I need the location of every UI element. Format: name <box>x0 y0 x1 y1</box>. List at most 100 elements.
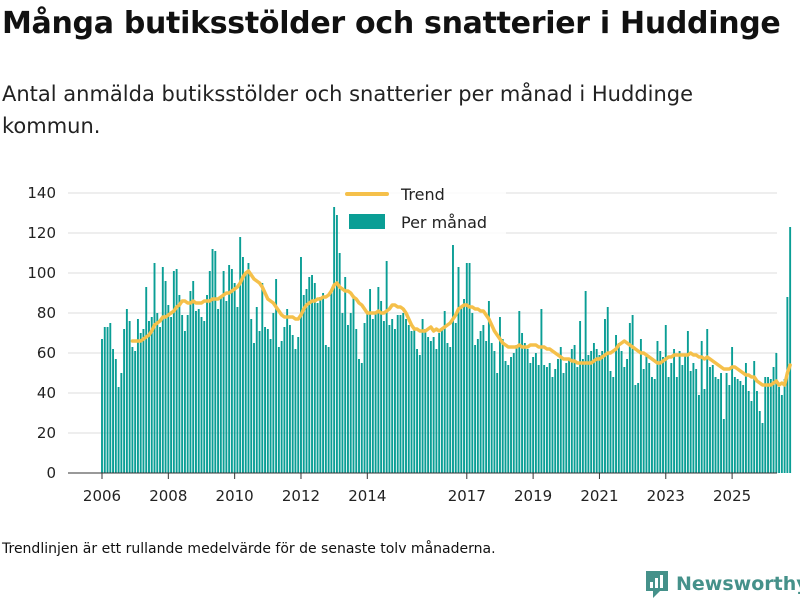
bar <box>327 347 330 473</box>
bar <box>200 317 203 473</box>
bar <box>360 363 363 473</box>
bar <box>684 355 687 473</box>
bar <box>474 345 477 473</box>
bar <box>393 329 396 473</box>
bar <box>363 323 366 473</box>
bar <box>695 369 698 473</box>
bar <box>148 321 150 473</box>
x-tick-label: 2010 <box>216 487 254 505</box>
bar <box>302 295 305 473</box>
bar <box>548 363 551 473</box>
bar <box>275 279 278 473</box>
bar <box>479 331 482 473</box>
bar <box>756 391 758 473</box>
bar <box>305 289 308 473</box>
bar <box>697 395 700 473</box>
bar <box>537 365 540 473</box>
bar <box>493 351 496 473</box>
bar <box>631 315 634 473</box>
bar <box>540 309 543 473</box>
bar <box>153 263 156 473</box>
y-tick-label: 60 <box>37 344 56 362</box>
bar <box>667 377 670 473</box>
bar <box>518 311 521 473</box>
x-tick-label: 2019 <box>514 487 552 505</box>
bar <box>717 379 720 473</box>
bar <box>711 365 714 473</box>
x-tick-label: 2023 <box>647 487 685 505</box>
bar <box>440 329 443 473</box>
bar <box>203 321 206 473</box>
bar <box>244 273 247 473</box>
bar <box>742 385 745 473</box>
y-tick-label: 140 <box>27 184 56 202</box>
bar <box>780 395 783 473</box>
bar <box>344 277 347 473</box>
bar <box>380 301 383 473</box>
bar <box>720 373 722 473</box>
brand-logo: Newsworthy <box>644 569 800 599</box>
bar <box>382 321 385 473</box>
bar <box>432 337 435 473</box>
bar <box>347 325 349 473</box>
bar <box>736 379 739 473</box>
x-tick-label: 2025 <box>713 487 751 505</box>
bar <box>579 321 582 473</box>
bar <box>490 343 493 473</box>
bar <box>311 275 313 473</box>
bar <box>136 319 139 473</box>
bar <box>286 309 289 473</box>
bar <box>114 359 117 473</box>
bar <box>678 351 681 473</box>
bar <box>615 335 617 473</box>
bar <box>510 357 512 473</box>
bar <box>399 315 402 473</box>
bar <box>371 319 374 473</box>
bar <box>253 343 255 473</box>
bar <box>598 355 601 473</box>
bar <box>374 313 377 473</box>
bar <box>775 353 778 473</box>
bar <box>247 263 250 473</box>
bar <box>670 363 673 473</box>
bar <box>319 297 322 473</box>
bar <box>225 301 228 473</box>
bar <box>504 361 507 473</box>
bar <box>761 423 764 473</box>
bar <box>653 379 656 473</box>
bar <box>352 295 355 473</box>
bar <box>526 349 529 473</box>
bar <box>662 357 664 473</box>
bar <box>217 309 220 473</box>
bar <box>338 253 341 473</box>
x-tick-label: 2014 <box>348 487 386 505</box>
bar <box>377 287 380 473</box>
bar <box>443 311 446 473</box>
bar <box>576 367 579 473</box>
y-tick-label: 100 <box>27 264 56 282</box>
bar <box>410 331 413 473</box>
bar <box>120 373 123 473</box>
bar <box>313 283 316 473</box>
bar <box>637 383 640 473</box>
bar <box>429 341 432 473</box>
bar <box>521 333 524 473</box>
bar <box>465 263 468 473</box>
bar <box>233 283 236 473</box>
bar <box>772 367 775 473</box>
footnote: Trendlinjen är ett rullande medelvärde f… <box>2 541 496 557</box>
bar <box>222 271 225 473</box>
x-axis: 2006 2008 2010 2012 2014 2017 2019 2021 2023 2025 <box>68 472 777 505</box>
bar <box>606 307 609 473</box>
bar <box>258 331 261 473</box>
legend-swatch-per-month <box>349 214 385 229</box>
chart-title: Många butiksstölder och snatterier i Hud… <box>2 6 781 41</box>
bar <box>545 367 548 473</box>
y-tick-label: 20 <box>37 424 56 442</box>
bar <box>739 381 742 473</box>
bar <box>424 329 427 473</box>
bar <box>639 339 642 473</box>
bar <box>620 351 623 473</box>
bar <box>175 269 178 473</box>
